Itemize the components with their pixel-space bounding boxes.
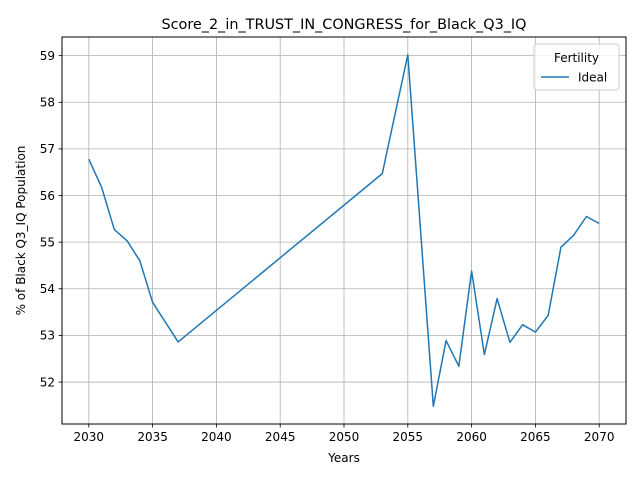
- x-axis-label: Years: [327, 451, 360, 465]
- series-line-ideal: [88, 53, 600, 408]
- y-axis-ticks: 52 53 54 55 56 57 58 59: [40, 49, 62, 389]
- y-tick-label: 58: [40, 96, 55, 110]
- y-tick-label: 56: [40, 189, 55, 203]
- x-tick-label: 2040: [201, 430, 232, 444]
- x-tick-label: 2035: [137, 430, 168, 444]
- x-tick-label: 2050: [329, 430, 360, 444]
- x-axis-ticks: 2030 2035 2040 2045 2050 2055 2060 2065 2070: [74, 424, 615, 444]
- y-axis-label: % of Black Q3_IQ Population: [14, 146, 28, 316]
- y-tick-label: 52: [40, 375, 55, 389]
- legend-label: Ideal: [578, 71, 607, 85]
- x-tick-label: 2045: [265, 430, 296, 444]
- x-tick-label: 2055: [393, 430, 424, 444]
- x-tick-label: 2070: [584, 430, 615, 444]
- legend-title: Fertility: [554, 51, 599, 65]
- legend: Fertility Ideal: [533, 43, 620, 91]
- x-tick-label: 2065: [520, 430, 551, 444]
- grid: [62, 37, 626, 424]
- y-tick-label: 59: [40, 49, 55, 63]
- legend-box: [533, 43, 620, 91]
- chart-title: Score_2_in_TRUST_IN_CONGRESS_for_Black_Q…: [161, 17, 526, 33]
- y-tick-label: 53: [40, 329, 55, 343]
- x-tick-label: 2030: [74, 430, 105, 444]
- y-tick-label: 55: [40, 235, 55, 249]
- y-tick-label: 57: [40, 142, 55, 156]
- series-layer: [88, 53, 600, 408]
- y-tick-label: 54: [40, 282, 55, 296]
- x-tick-label: 2060: [456, 430, 487, 444]
